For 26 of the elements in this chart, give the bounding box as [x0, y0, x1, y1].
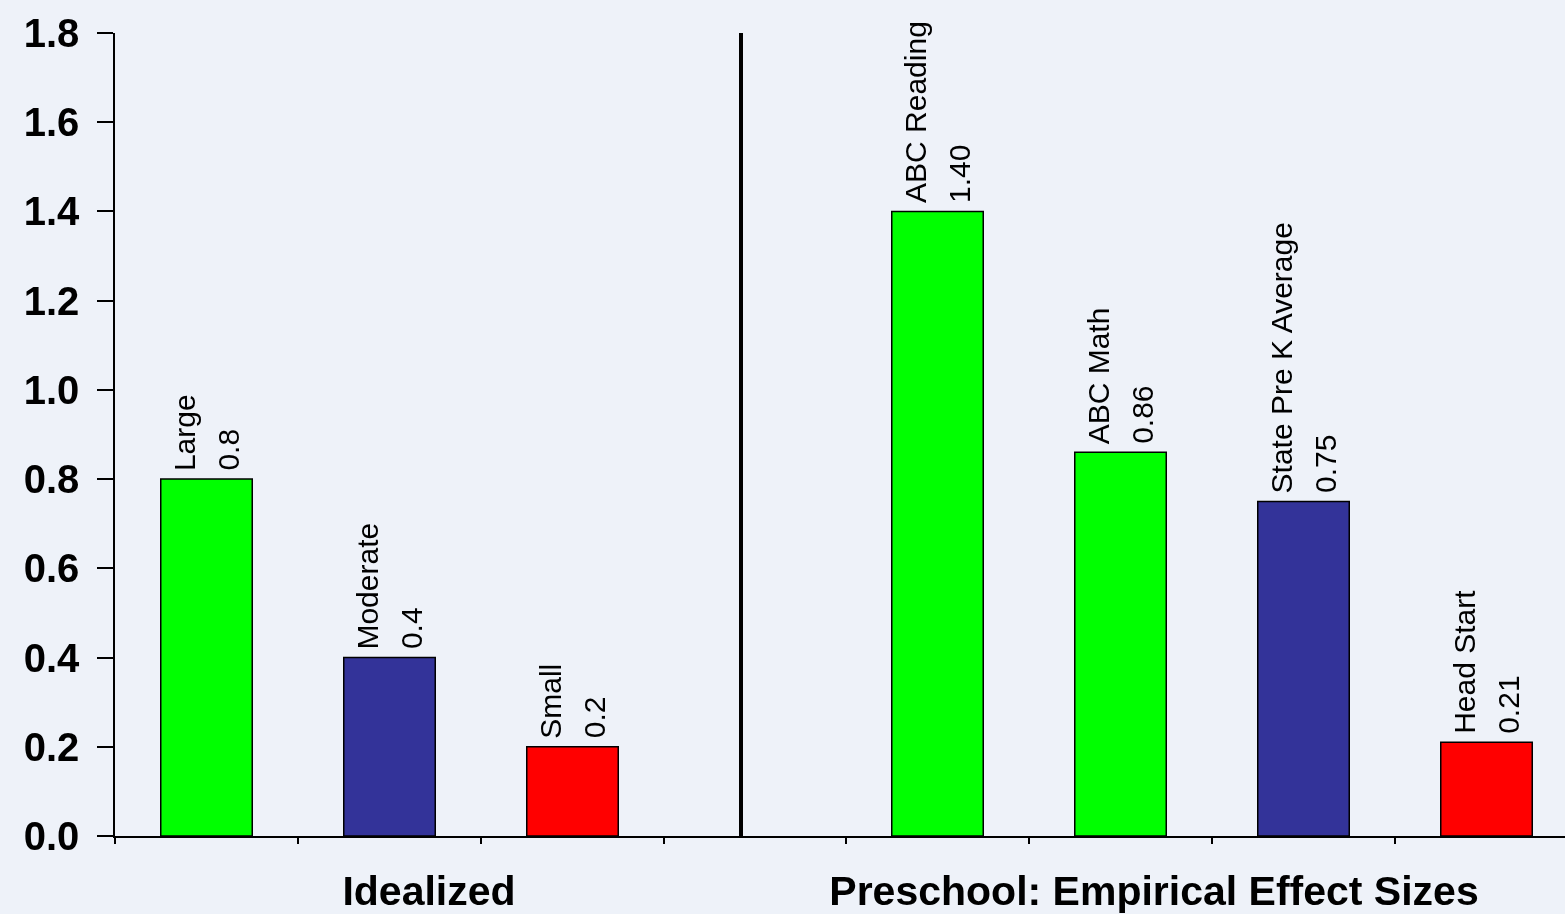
x-tick-label: Small	[534, 663, 568, 739]
x-tick-label: Head Start	[1448, 589, 1482, 734]
y-tick-label: 0.8	[23, 457, 80, 502]
data-label: 1.40	[943, 144, 977, 203]
x-axis-title: Preschool: Empirical Effect Sizes	[829, 868, 1479, 914]
data-label: 0.4	[394, 607, 428, 650]
x-tick-label: ABC Reading	[899, 21, 933, 203]
x-axis-title: Idealized	[342, 868, 516, 914]
data-label: 0.8	[212, 428, 246, 471]
y-tick-label: 0.6	[23, 546, 80, 591]
data-label: 0.86	[1126, 385, 1160, 444]
y-tick-label: 0.4	[23, 635, 80, 680]
data-label: 0.2	[577, 696, 611, 739]
x-tick-label: State Pre K Average	[1264, 222, 1298, 494]
y-tick-label: 1.4	[23, 189, 80, 234]
y-tick-label: 0.2	[23, 724, 80, 769]
y-tick-label: 1.0	[23, 367, 80, 412]
data-label: 0.21	[1492, 675, 1526, 734]
y-tick-label: 1.6	[23, 100, 80, 145]
y-tick-label: 0.0	[23, 814, 80, 858]
x-tick-label: Large	[167, 394, 201, 472]
y-tick-label: 1.8	[23, 11, 80, 55]
data-label: 0.75	[1309, 434, 1343, 493]
y-tick-label: 1.2	[23, 278, 80, 323]
x-tick-label: ABC Math	[1081, 307, 1115, 445]
x-tick-label: Moderate	[351, 522, 385, 650]
